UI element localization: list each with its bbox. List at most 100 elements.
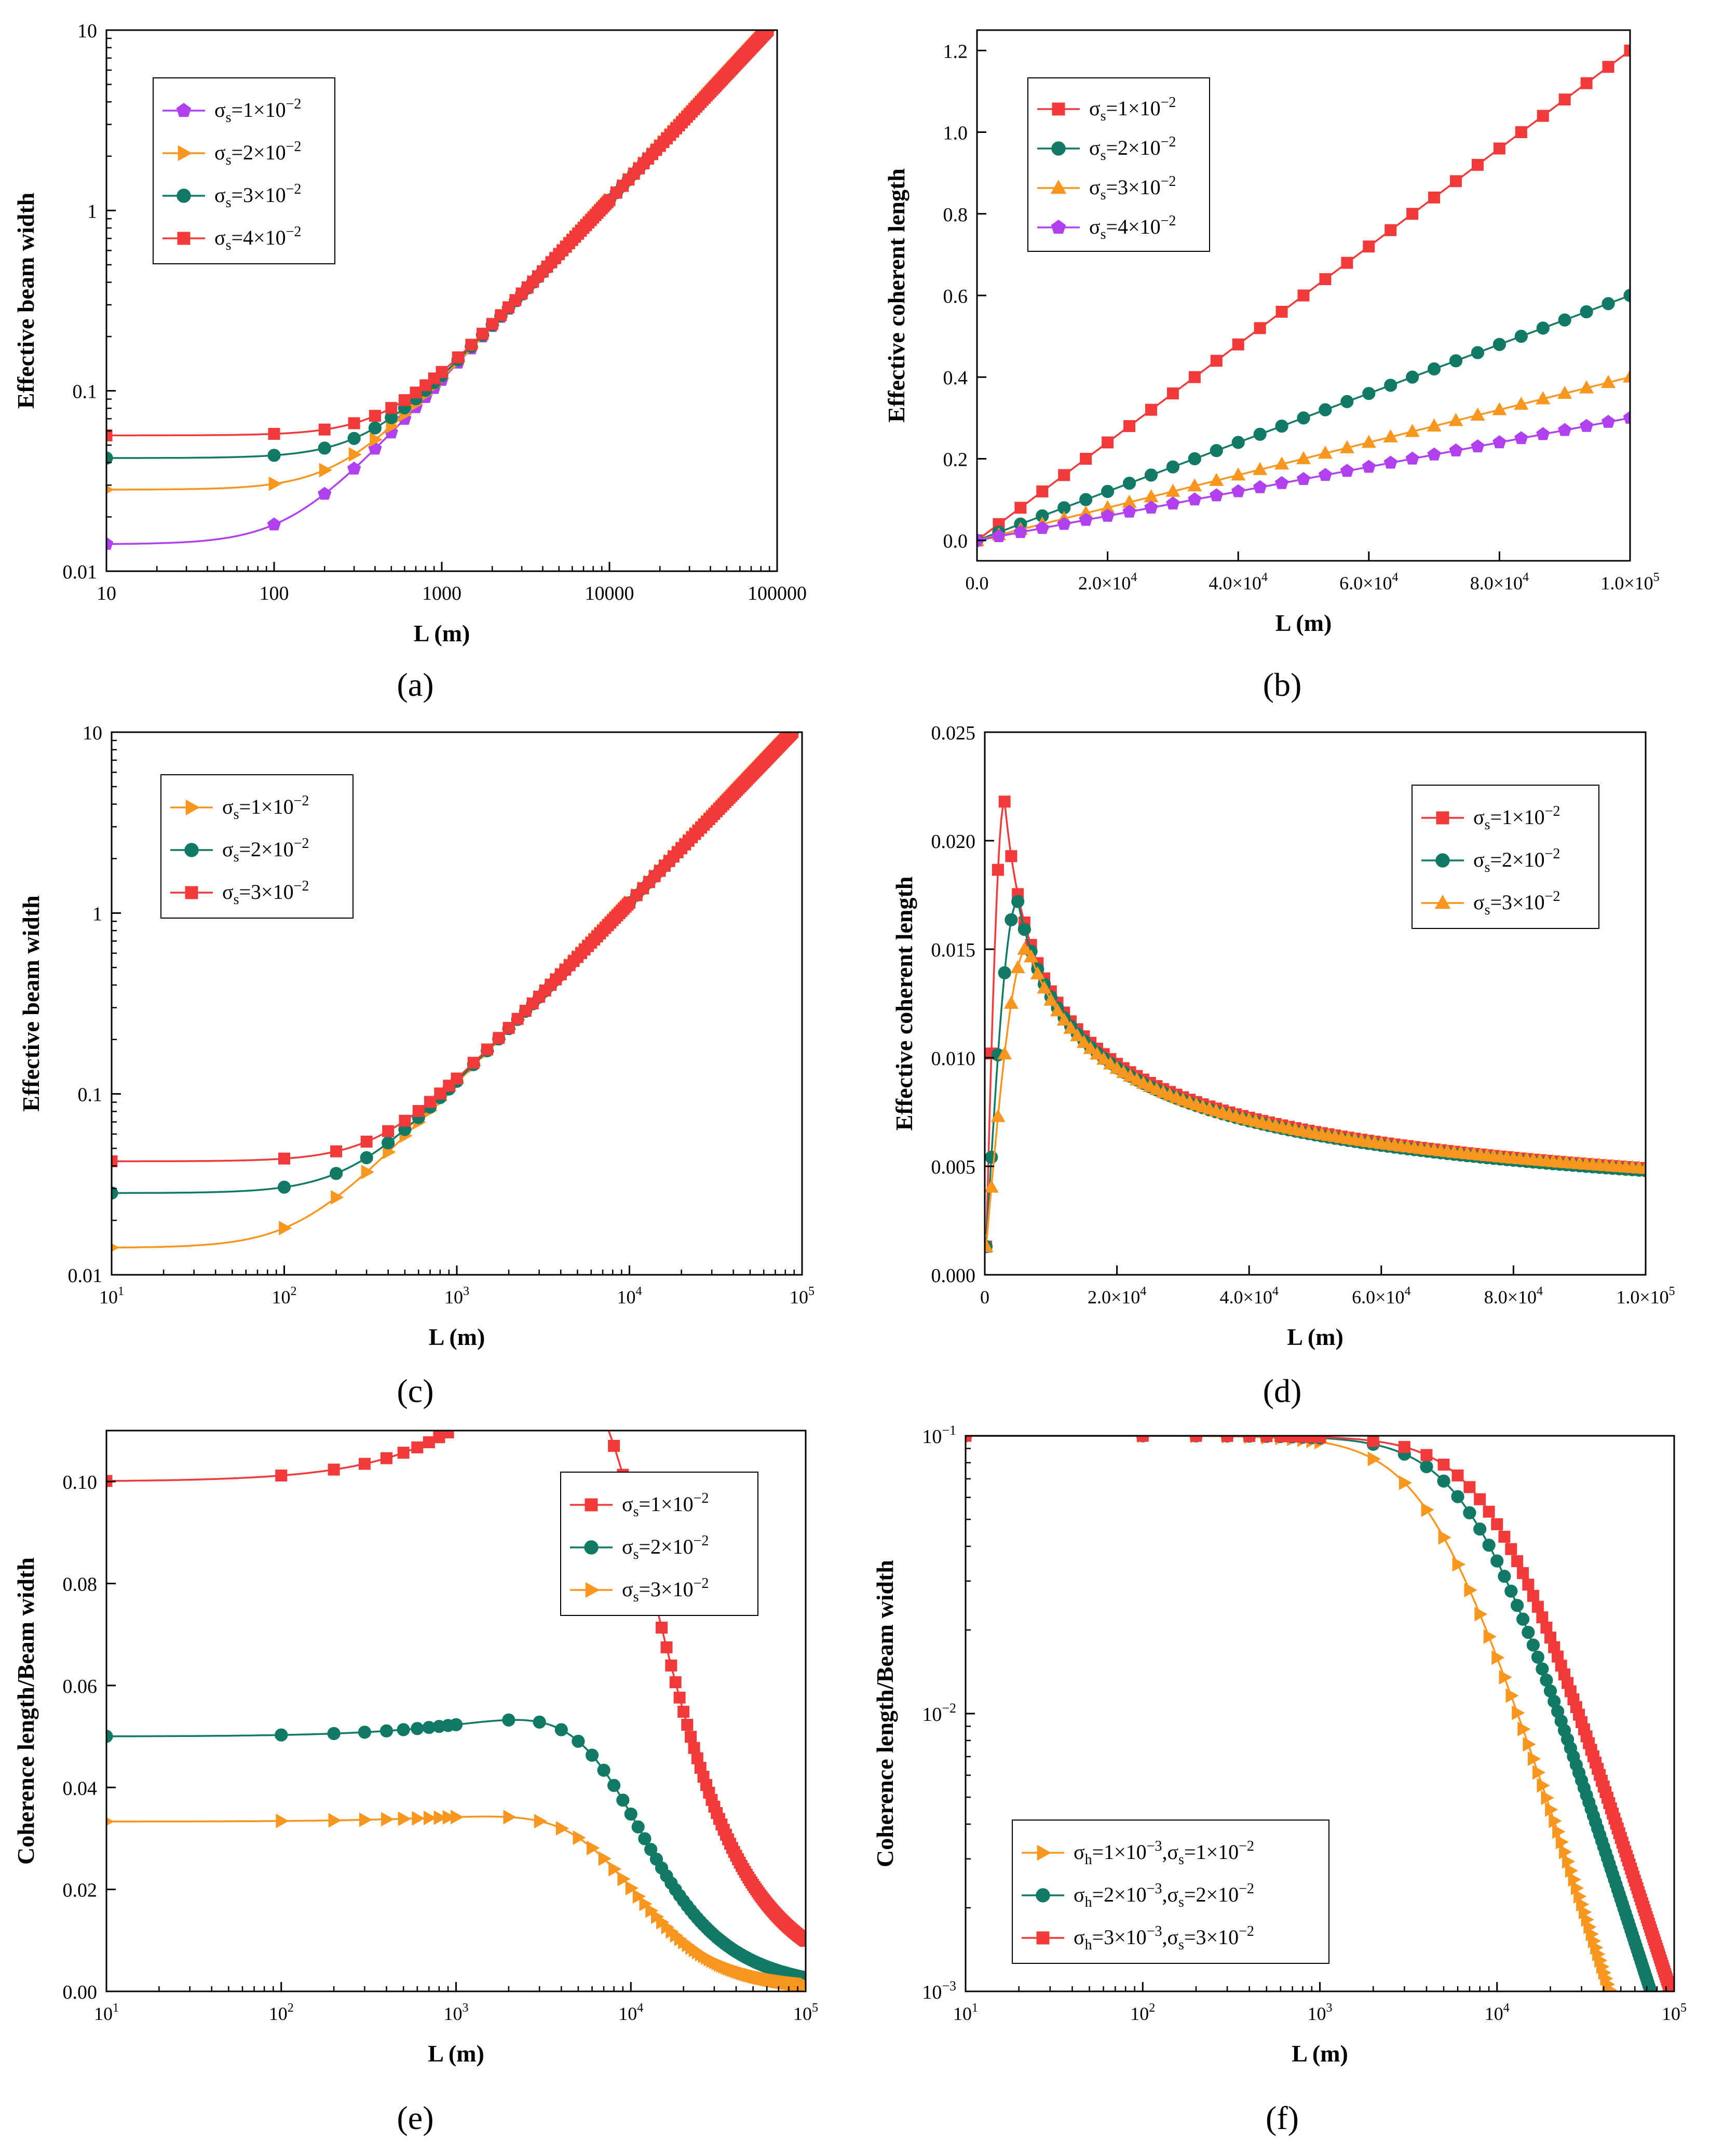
y-tick-label: 1 [92, 903, 102, 925]
data-point [1340, 395, 1354, 409]
data-point [1024, 949, 1039, 963]
data-point [423, 1810, 437, 1826]
data-point [1383, 429, 1398, 442]
legend-label: σs=1×10−2 [222, 793, 309, 823]
data-point [1318, 468, 1333, 481]
data-point [1296, 451, 1311, 464]
data-point [361, 1165, 374, 1180]
legend-item-2: σs=2×10−2 [1421, 846, 1560, 875]
data-point [1297, 411, 1310, 425]
legend-label: σs=1×10−2 [214, 96, 301, 126]
data-point [1517, 1721, 1531, 1736]
legend-item-2: σs=2×10−2 [170, 836, 309, 865]
x-tick-label: 105 [1662, 2001, 1687, 2024]
data-point [1231, 467, 1246, 481]
y-tick-label: 10−1 [922, 1423, 956, 1448]
y-tick-label: 0.06 [63, 1676, 98, 1697]
legend-marker [1436, 811, 1449, 825]
series-line-1 [106, 1431, 806, 1942]
y-tick-label: 0.01 [63, 561, 98, 583]
x-tick-label: 0.0 [966, 573, 989, 594]
data-point [1449, 354, 1463, 368]
data-point [1013, 525, 1027, 538]
data-point [1406, 370, 1419, 384]
data-point [1275, 305, 1288, 318]
data-point [1080, 452, 1092, 465]
data-point [1463, 1506, 1476, 1519]
data-point [1363, 240, 1375, 253]
data-point [677, 1705, 690, 1718]
data-point [985, 1179, 999, 1193]
legend-label: σh=2×10−3,σs=2×10−2 [1074, 1881, 1254, 1910]
data-point [319, 463, 333, 478]
data-point [1437, 1474, 1450, 1488]
y-tick-label: 0.010 [931, 1048, 976, 1070]
data-point [1545, 1802, 1558, 1817]
data-point [1602, 297, 1615, 311]
data-point [1232, 338, 1244, 351]
data-point [1420, 1460, 1433, 1474]
data-point [382, 1125, 395, 1137]
data-point [1037, 980, 1052, 994]
data-point [1003, 995, 1019, 1009]
data-point [1549, 1813, 1562, 1828]
y-tick-label: 0.1 [73, 381, 98, 403]
y-tick-label: 0.000 [931, 1265, 976, 1287]
data-point [1493, 142, 1505, 155]
x-axis-title: L (m) [1292, 2040, 1348, 2067]
x-tick-label: 8.0×104 [1484, 1285, 1543, 1308]
data-point [656, 1621, 668, 1634]
data-point [1498, 1570, 1511, 1583]
legend-label: σs=3×10−2 [1089, 173, 1176, 203]
data-point [112, 1243, 119, 1252]
data-point [625, 1880, 639, 1896]
data-point [1541, 1790, 1554, 1805]
data-point [572, 1734, 585, 1748]
x-tick-label: 6.0×104 [1339, 571, 1398, 594]
data-point [112, 1155, 118, 1167]
data-point [1451, 1469, 1464, 1481]
data-point [1504, 1584, 1518, 1598]
y-axis-title: Effective beam width [12, 193, 39, 409]
data-point [607, 1778, 621, 1792]
data-point [1057, 517, 1071, 530]
series-group [985, 796, 1646, 1254]
data-point [665, 1659, 677, 1672]
data-point [467, 1057, 480, 1069]
data-point [1602, 61, 1614, 73]
y-tick-label: 10 [77, 20, 97, 42]
data-point [442, 1431, 454, 1438]
legend-item-2: σs=2×10−2 [570, 1533, 709, 1562]
data-point [1367, 1451, 1381, 1466]
y-tick-label: 0.005 [931, 1156, 976, 1178]
panel-label-b: (b) [1263, 666, 1302, 703]
data-point [985, 1238, 994, 1252]
data-point [465, 339, 478, 351]
data-point [279, 1220, 292, 1236]
data-point [985, 1151, 998, 1164]
data-point [1451, 1490, 1464, 1503]
data-point [1498, 1530, 1511, 1543]
data-point [370, 432, 383, 447]
data-point [1427, 362, 1441, 376]
legend-marker [185, 799, 200, 816]
data-point [451, 1072, 463, 1085]
x-tick-label: 2.0×104 [1088, 1285, 1146, 1308]
x-tick-label: 2.0×104 [1078, 571, 1137, 594]
data-point [1622, 369, 1630, 383]
legend-item-3: σs=3×10−2 [162, 181, 301, 211]
x-axis-title: L (m) [414, 620, 470, 646]
data-point [1531, 1650, 1544, 1664]
data-point [573, 1830, 586, 1845]
data-point [347, 461, 361, 475]
data-point [1050, 1003, 1065, 1017]
data-point [1166, 387, 1179, 400]
legend-label: σs=2×10−2 [1473, 846, 1560, 875]
data-point [423, 1436, 435, 1448]
data-point [1102, 436, 1114, 449]
data-point [1471, 346, 1485, 359]
data-point [1517, 1567, 1529, 1579]
y-tick-label: 1.0 [943, 123, 968, 144]
data-point [329, 1167, 343, 1180]
x-tick-label: 8.0×104 [1470, 571, 1529, 594]
